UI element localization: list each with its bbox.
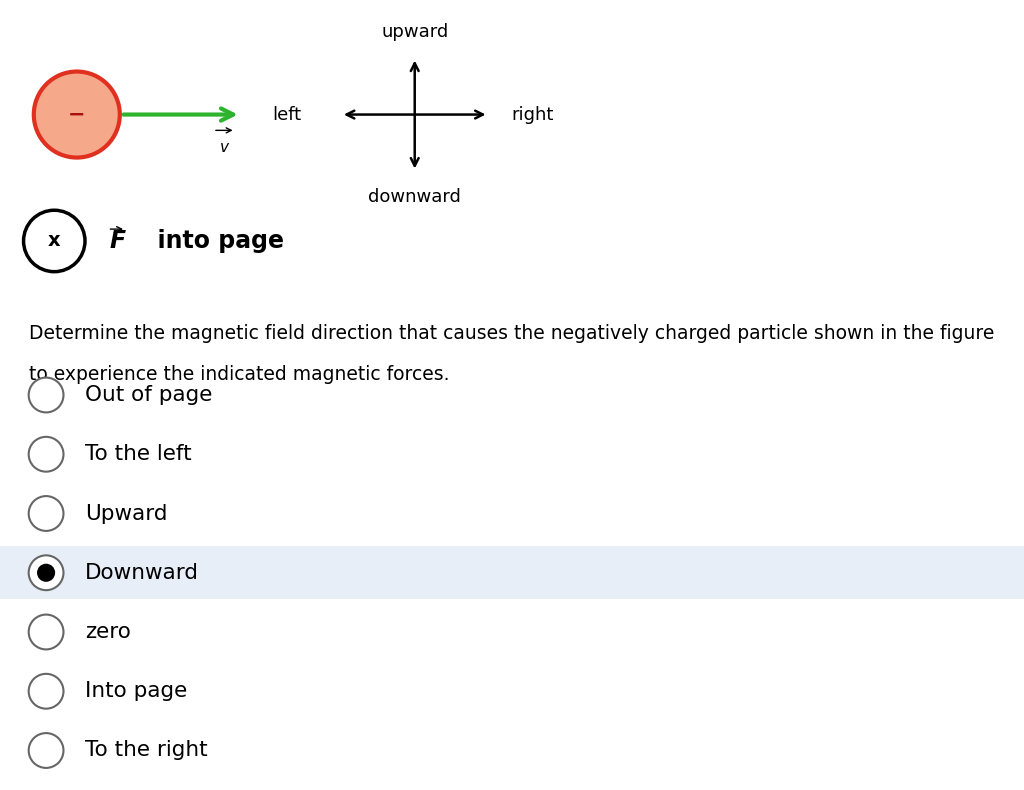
Ellipse shape [24,210,85,272]
Text: Downward: Downward [85,562,199,583]
Ellipse shape [29,378,63,412]
Text: into page: into page [141,229,285,253]
Ellipse shape [29,615,63,649]
Text: Into page: Into page [85,681,187,702]
Text: upward: upward [381,23,449,40]
Text: zero: zero [85,622,131,642]
Text: downward: downward [369,189,461,206]
Text: −: − [68,104,86,125]
Ellipse shape [29,496,63,531]
Text: F: F [110,229,126,253]
Text: to experience the indicated magnetic forces.: to experience the indicated magnetic for… [29,365,450,384]
Text: To the right: To the right [85,740,208,761]
Ellipse shape [37,564,55,581]
Text: right: right [511,106,554,123]
Ellipse shape [29,733,63,768]
FancyBboxPatch shape [0,546,1024,600]
Text: left: left [272,106,301,123]
Text: Upward: Upward [85,503,168,524]
Text: Determine the magnetic field direction that causes the negatively charged partic: Determine the magnetic field direction t… [29,324,994,343]
Text: v: v [220,140,228,155]
Ellipse shape [29,555,63,590]
Text: Out of page: Out of page [85,385,212,405]
Ellipse shape [34,72,120,157]
Text: x: x [48,231,60,250]
Text: To the left: To the left [85,444,191,465]
Ellipse shape [29,674,63,709]
Ellipse shape [29,437,63,472]
